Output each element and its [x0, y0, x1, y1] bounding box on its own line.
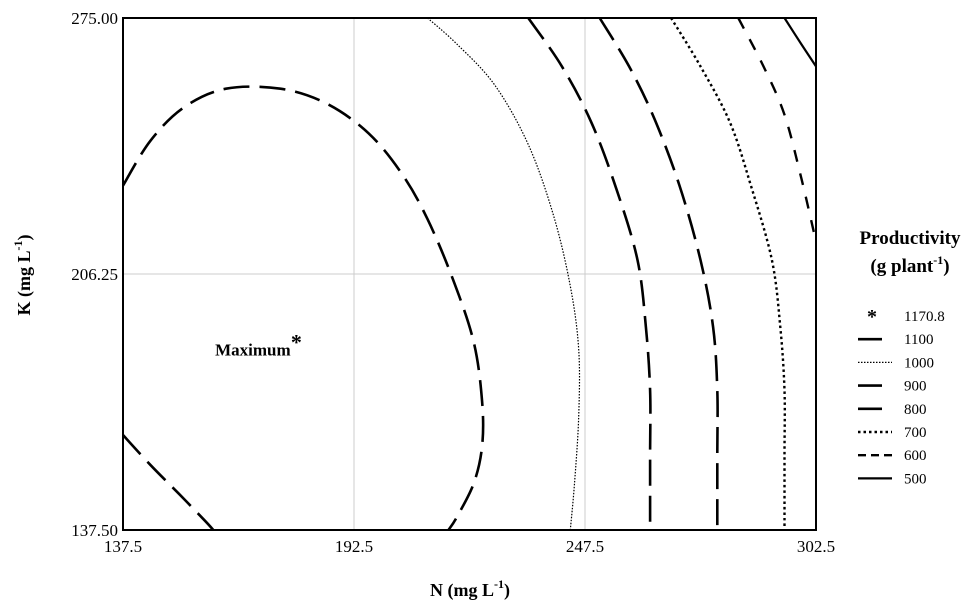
- plot-frame: [122, 17, 817, 531]
- axis-tick-labels: 137.5 192.5 247.5 302.5 137.50 206.25 275.00: [71, 9, 835, 556]
- contour-500: [783, 17, 817, 68]
- y-tick-label: 275.00: [71, 9, 118, 28]
- legend-label-900: 900: [904, 379, 927, 395]
- contour-700: [670, 17, 787, 530]
- contour-1100: [122, 434, 215, 531]
- y-tick-label: 206.25: [71, 265, 118, 284]
- legend-label-800: 800: [904, 402, 927, 418]
- contour-1000: [427, 17, 581, 531]
- x-tick-label: 247.5: [566, 537, 604, 556]
- legend-label-700: 700: [904, 425, 927, 441]
- legend: * 1170.8 1100 1000 900 800 700 600 500: [858, 306, 945, 487]
- grid-lines: [123, 18, 816, 530]
- y-tick-label: 137.50: [71, 521, 118, 540]
- maximum-label: Maximum: [215, 340, 291, 359]
- legend-title-line1: Productivity: [860, 228, 961, 249]
- contour-1100: [121, 85, 485, 531]
- maximum-marker: *: [291, 329, 302, 354]
- legend-label-500: 500: [904, 471, 927, 487]
- legend-label-600: 600: [904, 448, 927, 464]
- contour-800: [598, 17, 719, 530]
- legend-label-1100: 1100: [904, 332, 933, 348]
- contour-lines: [121, 17, 818, 531]
- contour-600: [737, 17, 818, 242]
- x-tick-label: 302.5: [797, 537, 835, 556]
- x-tick-label: 137.5: [104, 537, 142, 556]
- x-axis-label: N (mg L-1): [430, 577, 510, 601]
- legend-label-1170.8: 1170.8: [904, 309, 945, 325]
- legend-title-line2: (g plant-1): [870, 253, 949, 277]
- contour-900: [527, 17, 652, 530]
- legend-marker-star: *: [867, 306, 877, 328]
- legend-label-1000: 1000: [904, 355, 934, 371]
- x-tick-label: 192.5: [335, 537, 373, 556]
- y-axis-label: K (mg L-1): [11, 235, 35, 316]
